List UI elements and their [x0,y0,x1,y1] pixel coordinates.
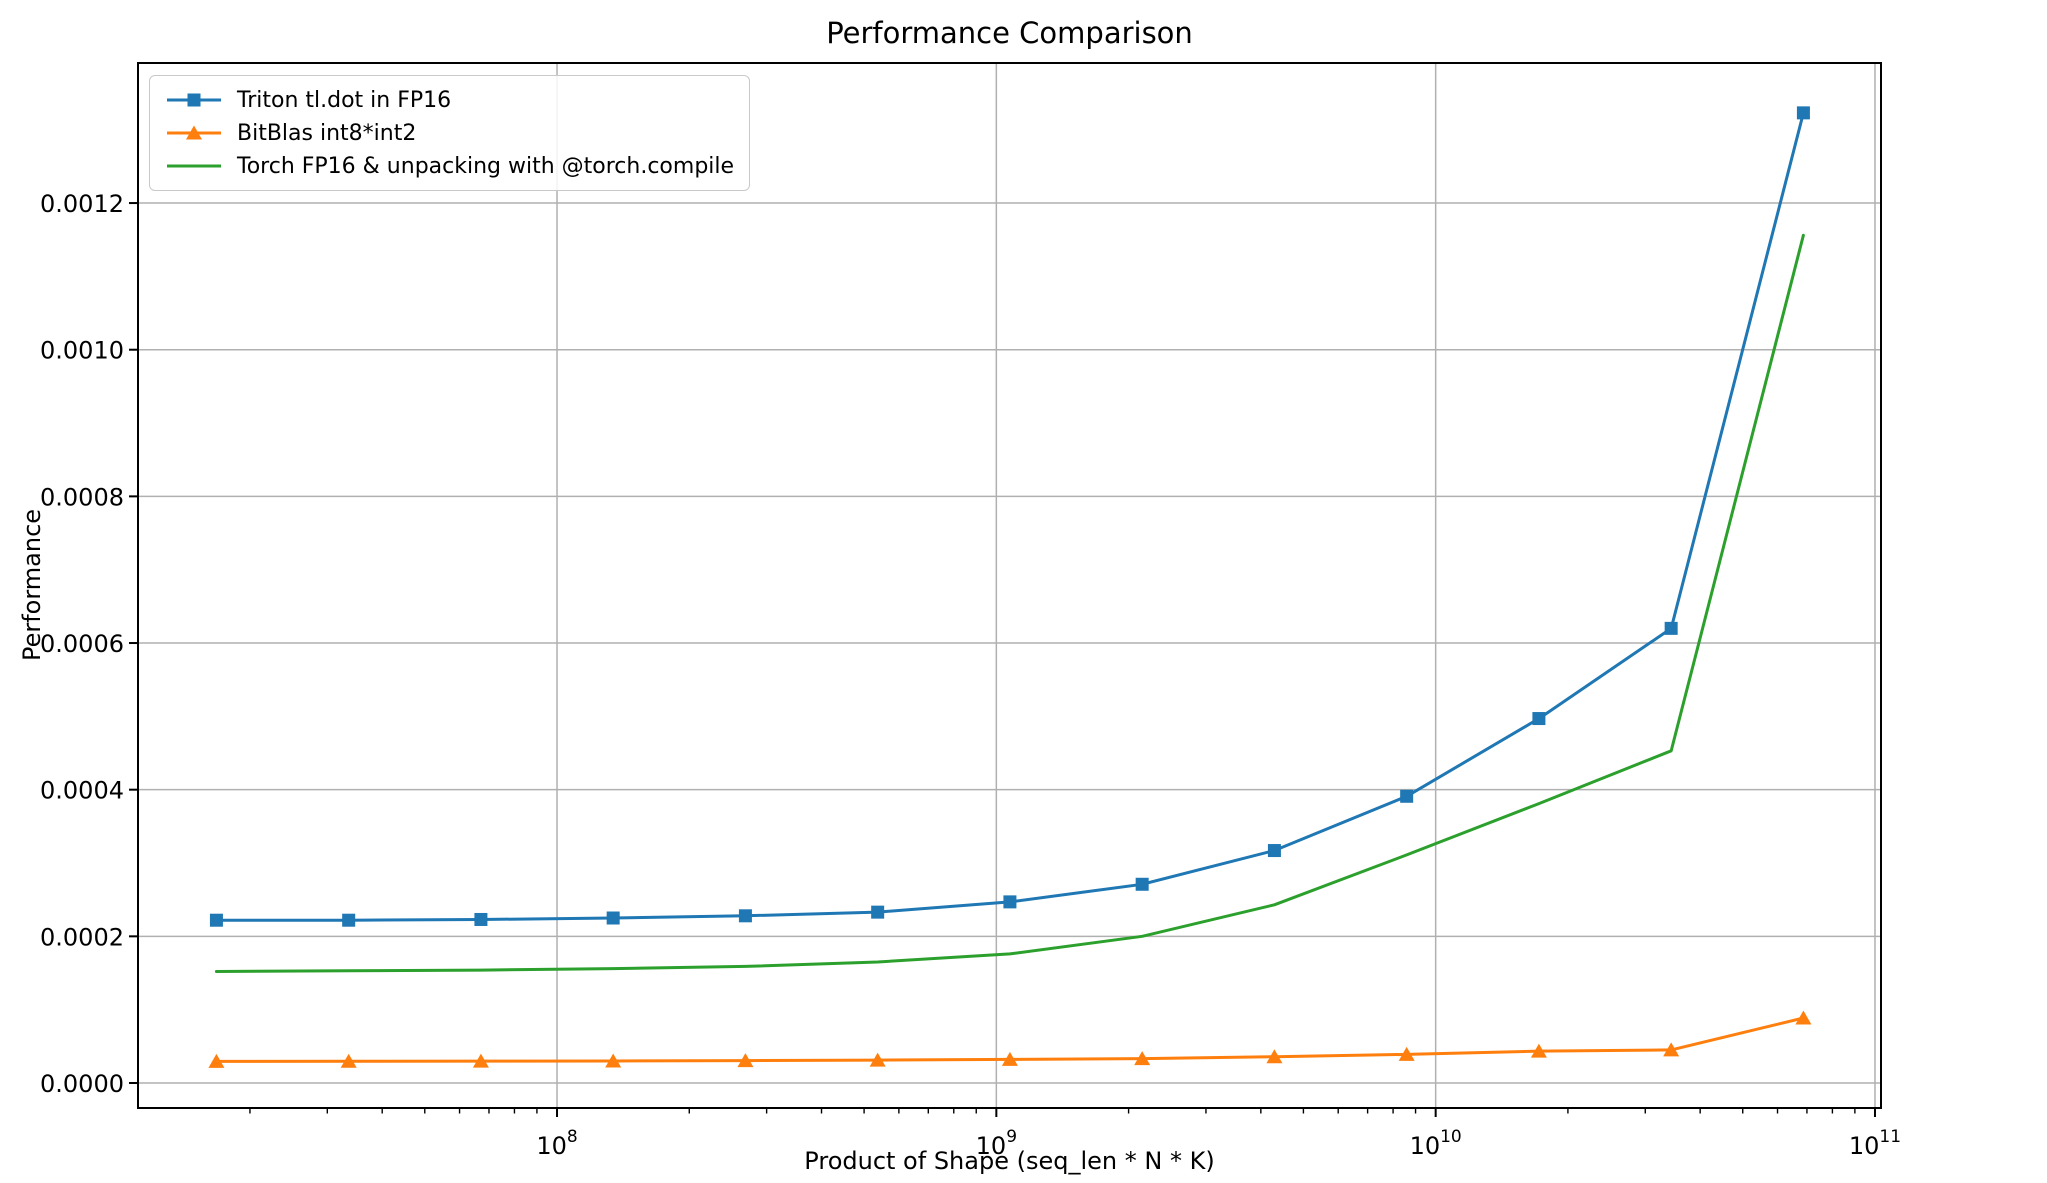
data-point-marker [1134,1051,1151,1066]
y-tick-label: 0.0012 [40,190,124,218]
data-point-marker [1398,1046,1415,1061]
data-point-marker [474,912,488,926]
data-point-marker [1001,1051,1018,1066]
x-tick-label: 1011 [1849,1127,1901,1160]
x-axis-label: Product of Shape (seq_len * N * K) [804,1147,1215,1175]
data-point-marker [1267,844,1281,858]
chart-title: Performance Comparison [826,16,1193,50]
data-point-marker [1663,1042,1680,1057]
data-point-marker [1266,1049,1283,1064]
legend-marker-line-icon [167,164,221,168]
data-point-marker [737,1053,754,1068]
data-point-marker [342,913,356,927]
data-point-marker [208,1053,225,1068]
x-tick-label: 108 [536,1127,577,1160]
y-tick-label: 0.0008 [40,483,124,511]
legend-entry: Triton tl.dot in FP16 [165,85,734,115]
legend-entry: Torch FP16 & unpacking with @torch.compi… [165,151,734,181]
data-point-marker [605,1053,622,1068]
y-tick-label: 0.0002 [40,923,124,951]
data-point-marker [871,905,885,919]
data-point-marker [1003,895,1017,909]
y-tick-label: 0.0010 [40,337,124,365]
data-point-marker [1532,712,1546,726]
y-tick-label: 0.0000 [40,1070,124,1098]
legend: Triton tl.dot in FP16 BitBlas int8*int2 To… [149,75,751,191]
data-point-marker [606,911,620,925]
data-point-marker [472,1053,489,1068]
data-point-marker [1400,789,1414,803]
data-point-marker [340,1053,357,1068]
legend-marker-square-icon [167,93,221,107]
series-line-0 [214,111,1805,922]
legend-label: Triton tl.dot in FP16 [237,87,452,113]
series-line-2 [214,233,1805,973]
data-point-marker [1795,1010,1812,1025]
data-point-marker [1530,1043,1547,1058]
y-tick-label: 0.0006 [40,630,124,658]
data-point-marker [1796,106,1810,120]
data-point-marker [209,913,223,927]
data-point-marker [1135,877,1149,891]
data-point-marker [738,909,752,923]
data-point-marker [1664,621,1678,635]
data-point-marker [869,1052,886,1067]
y-tick-label: 0.0004 [40,777,124,805]
legend-label: Torch FP16 & unpacking with @torch.compi… [237,153,735,179]
x-tick-label: 109 [976,1127,1017,1160]
legend-entry: BitBlas int8*int2 [165,118,734,148]
plot-spines [137,62,1882,1109]
y-axis-label: Performance [18,508,46,662]
legend-marker-triangle-icon [167,125,221,140]
x-tick-label: 1010 [1410,1127,1462,1160]
legend-label: BitBlas int8*int2 [237,120,417,146]
